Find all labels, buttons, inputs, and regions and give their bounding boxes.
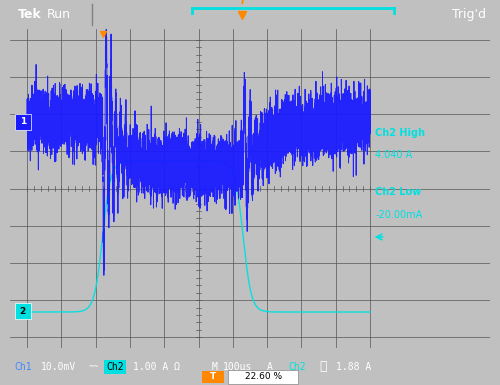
- Text: 1.88 A: 1.88 A: [336, 362, 372, 372]
- Text: Ch2 Low: Ch2 Low: [375, 187, 422, 198]
- Text: 1: 1: [20, 117, 26, 126]
- Text: Ch2: Ch2: [288, 362, 306, 372]
- Text: ~~: ~~: [88, 362, 99, 371]
- Text: ∯: ∯: [319, 360, 326, 373]
- Text: M: M: [212, 362, 218, 372]
- Text: 22.60 %: 22.60 %: [244, 372, 282, 382]
- Text: A: A: [268, 362, 273, 372]
- Bar: [15, 303, 30, 320]
- Text: i: i: [240, 0, 244, 6]
- Text: 4.040 A: 4.040 A: [375, 150, 412, 160]
- Text: T: T: [210, 372, 216, 382]
- Text: 1.00 A Ω: 1.00 A Ω: [133, 362, 180, 372]
- Text: Trig'd: Trig'd: [452, 8, 486, 21]
- Bar: [202, 371, 224, 383]
- Text: Ch2: Ch2: [106, 362, 124, 372]
- Text: Ch2 High: Ch2 High: [375, 128, 425, 138]
- Text: -20.00mA: -20.00mA: [375, 210, 422, 220]
- Text: 100μs: 100μs: [223, 362, 252, 372]
- Text: Run: Run: [46, 8, 70, 21]
- Text: Ch1: Ch1: [15, 362, 32, 372]
- Bar: [15, 114, 30, 130]
- Text: 10.0mV: 10.0mV: [40, 362, 76, 372]
- Text: Tek: Tek: [18, 8, 42, 21]
- Text: 2: 2: [20, 307, 26, 316]
- Bar: [228, 370, 298, 384]
